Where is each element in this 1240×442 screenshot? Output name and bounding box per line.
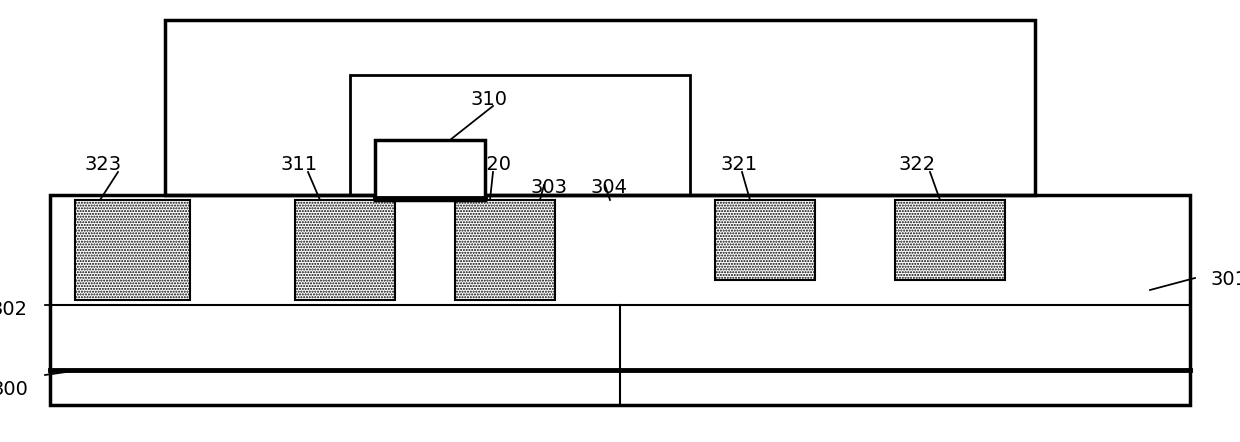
Text: 310: 310: [470, 90, 507, 109]
Bar: [350, 75, 689, 195]
Text: 323: 323: [86, 155, 122, 174]
Text: 300: 300: [0, 380, 29, 399]
Bar: [455, 200, 556, 300]
Bar: [895, 200, 1004, 280]
Text: 321: 321: [720, 155, 758, 174]
Bar: [74, 200, 190, 300]
Text: 322: 322: [898, 155, 935, 174]
Text: 303: 303: [529, 178, 567, 197]
Text: 311: 311: [280, 155, 317, 174]
Text: 320: 320: [475, 155, 512, 174]
Text: 302: 302: [0, 300, 29, 319]
Text: 301: 301: [1210, 270, 1240, 289]
Bar: [295, 200, 396, 300]
Bar: [715, 200, 815, 280]
Bar: [165, 20, 1035, 195]
Bar: [374, 140, 485, 200]
Bar: [50, 195, 1190, 405]
Text: 304: 304: [590, 178, 627, 197]
